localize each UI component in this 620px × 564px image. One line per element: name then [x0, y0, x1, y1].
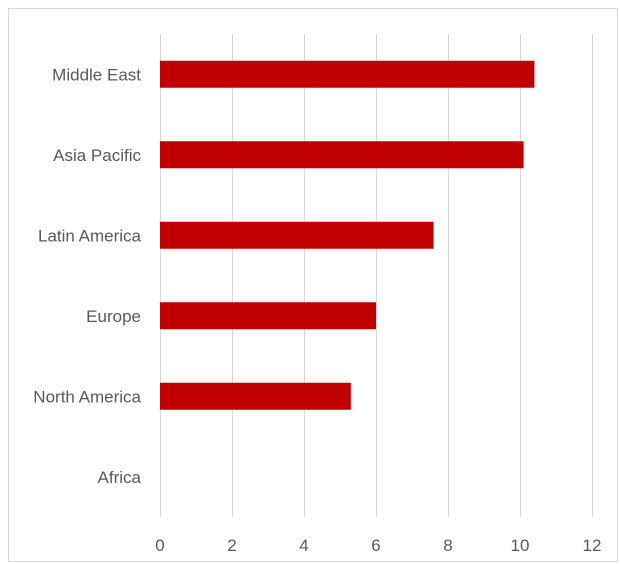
x-tick-label: 12: [583, 536, 602, 555]
bar-north-america: [160, 383, 351, 410]
category-label: Asia Pacific: [53, 146, 141, 165]
x-tick-label: 0: [155, 536, 164, 555]
grid-lines: [161, 34, 593, 517]
x-tick-label: 4: [299, 536, 308, 555]
bars: [160, 61, 534, 410]
x-tick-label: 2: [227, 536, 236, 555]
category-label: Middle East: [52, 65, 141, 84]
x-tick-label: 6: [371, 536, 380, 555]
bar-asia-pacific: [160, 141, 524, 168]
category-label: Europe: [86, 307, 141, 326]
category-label: Latin America: [38, 226, 142, 245]
category-labels: Middle East Asia Pacific Latin America Euro…: [33, 65, 141, 487]
x-tick-label: 10: [511, 536, 530, 555]
bar-europe: [160, 302, 376, 329]
bar-latin-america: [160, 222, 434, 249]
category-label: Africa: [98, 468, 142, 487]
x-tick-labels: 0 2 4 6 8 10 12: [155, 536, 601, 555]
x-tick-label: 8: [443, 536, 452, 555]
bar-middle-east: [160, 61, 534, 88]
category-label: North America: [33, 387, 141, 406]
